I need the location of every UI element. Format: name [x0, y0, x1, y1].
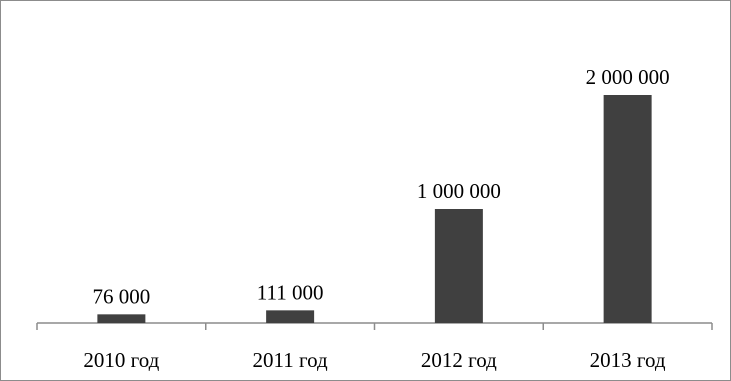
- data-label: 2 000 000: [586, 65, 670, 89]
- x-axis-ticks: [36, 323, 713, 330]
- x-tick-labels: 2010 год 2011 год 2012 год 2013 год: [83, 348, 665, 372]
- x-tick-label: 2011 год: [253, 348, 328, 372]
- bar: [97, 314, 146, 323]
- x-tick-label: 2010 год: [83, 348, 159, 372]
- bar: [603, 95, 652, 323]
- bars: [97, 95, 652, 323]
- bar: [266, 310, 315, 323]
- x-tick-label: 2012 год: [421, 348, 497, 372]
- data-label: 76 000: [93, 284, 151, 308]
- x-tick-label: 2013 год: [590, 348, 666, 372]
- bar: [434, 209, 483, 323]
- data-label: 1 000 000: [417, 179, 501, 203]
- data-label: 111 000: [257, 280, 324, 304]
- data-labels: 76 000 111 000 1 000 000 2 000 000: [93, 65, 670, 308]
